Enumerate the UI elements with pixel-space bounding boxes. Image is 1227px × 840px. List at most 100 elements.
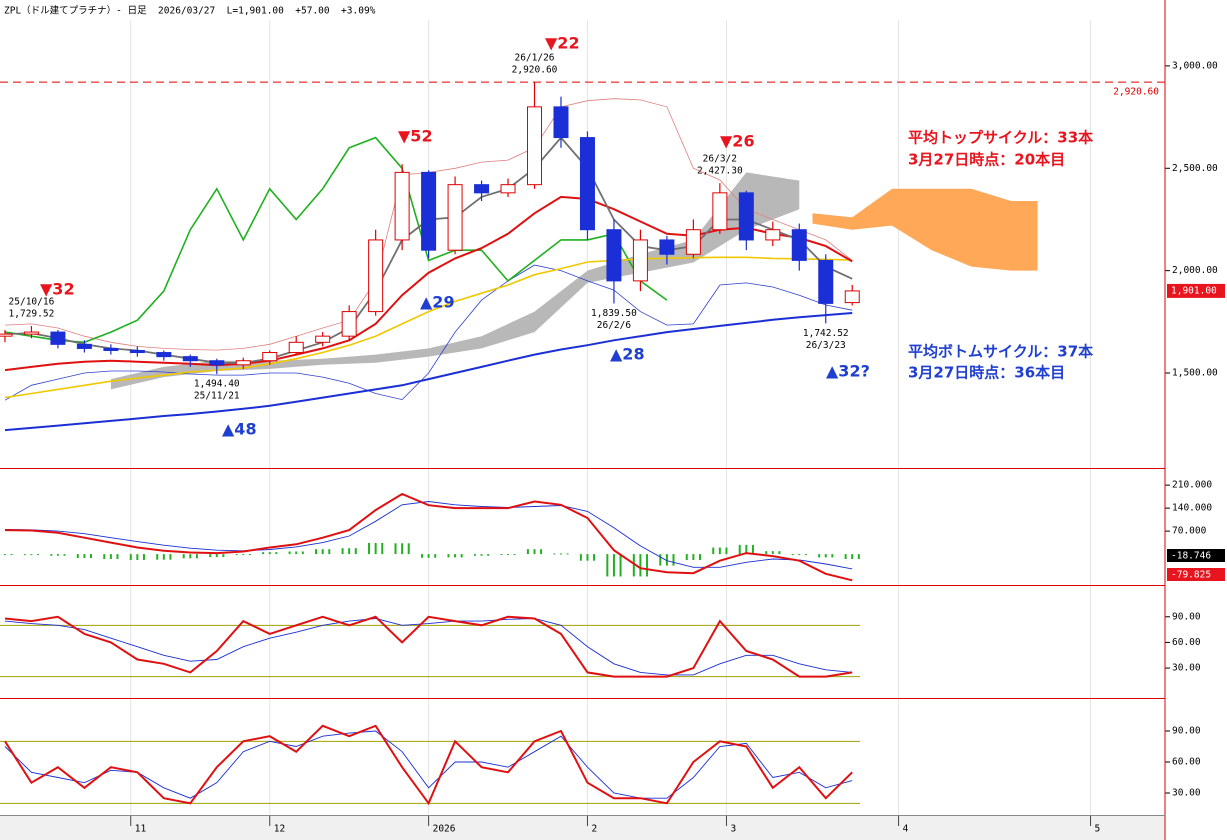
last-price-box — [1167, 283, 1225, 298]
histogram-bar — [851, 554, 854, 560]
histogram-bar — [447, 554, 450, 558]
histogram-bar — [818, 554, 821, 558]
candle-body — [76, 343, 92, 349]
histogram-bar — [89, 554, 92, 559]
value-box-label: -79.825 — [1171, 570, 1211, 581]
annotation-text: 26/2/6 — [597, 320, 632, 331]
cycle-marker: ▼52 — [398, 127, 433, 146]
plot-layer: 2,920.60 — [0, 81, 1165, 806]
x-tick-label: 3 — [730, 824, 736, 835]
histogram-bar — [262, 552, 265, 555]
histogram-bar — [142, 554, 145, 561]
histogram-bar — [513, 554, 516, 556]
x-tick-label: 2026 — [433, 824, 456, 835]
candle-body — [23, 331, 39, 335]
candle-body — [606, 229, 622, 282]
histogram-bar — [328, 549, 331, 555]
histogram-bar — [473, 554, 476, 556]
candle-body — [288, 341, 304, 354]
candle-body — [712, 192, 728, 231]
indicator-line — [4, 730, 853, 799]
reference-label: 2,920.60 — [1113, 87, 1159, 98]
histogram-bar — [156, 554, 159, 560]
annotation-text: 26/3/2 — [703, 154, 737, 165]
candle-body — [0, 333, 13, 337]
candle-body — [579, 137, 595, 231]
histogram-bar — [460, 554, 463, 558]
cycle-marker: ▼26 — [720, 132, 755, 151]
histogram-bar — [559, 553, 562, 555]
histogram-bar — [606, 554, 609, 577]
histogram-bar — [103, 554, 106, 560]
histogram-bar — [182, 554, 185, 559]
histogram-bar — [381, 542, 384, 555]
histogram-bar — [288, 551, 291, 555]
histogram-bar — [593, 554, 596, 561]
histogram-bar — [725, 547, 728, 555]
histogram-bar — [136, 554, 139, 561]
y-tick-label: 70.000 — [1172, 526, 1207, 537]
x-axis-band — [0, 815, 1165, 840]
candle-body — [527, 106, 543, 186]
candle-body — [500, 184, 516, 194]
histogram-bar — [586, 554, 589, 561]
y-tick-label: 60.00 — [1172, 637, 1201, 648]
histogram-bar — [685, 554, 688, 561]
x-tick-label: 12 — [274, 824, 285, 835]
y-tick-label: 30.00 — [1172, 787, 1201, 798]
cycle-marker: ▼22 — [545, 34, 580, 53]
label-layer: ZPL（ドル建てプラチナ）- 日足 2026/03/27 L=1,901.00 … — [4, 5, 1225, 835]
annotation-text: 26/1/26 — [514, 53, 554, 64]
histogram-bar — [857, 554, 860, 560]
histogram-bar — [639, 554, 642, 577]
annotation-text: 1,729.52 — [9, 309, 55, 320]
histogram-bar — [771, 551, 774, 555]
histogram-bar — [665, 554, 668, 566]
candle-body — [368, 239, 384, 313]
histogram-bar — [745, 544, 748, 555]
annotation-text: 26/3/23 — [806, 340, 846, 351]
cycle-marker: ▲28 — [610, 345, 645, 364]
y-tick-label: 210.000 — [1172, 480, 1212, 491]
cycle-marker: ▲32? — [826, 362, 870, 381]
value-box — [1167, 549, 1225, 562]
indicator-line — [4, 618, 853, 676]
histogram-bar — [189, 554, 192, 559]
histogram-bar — [76, 554, 79, 559]
indicator-line — [4, 312, 853, 432]
histogram-bar — [129, 554, 132, 561]
candle-body — [844, 290, 860, 304]
indicator-line — [4, 492, 853, 582]
candle-body — [394, 171, 410, 241]
histogram-bar — [566, 553, 569, 555]
histogram-bar — [374, 542, 377, 555]
histogram-bar — [315, 549, 318, 555]
histogram-bar — [63, 554, 66, 556]
histogram-bar — [401, 543, 404, 555]
indicator-line — [4, 256, 853, 399]
histogram-bar — [109, 554, 112, 560]
histogram-bar — [169, 554, 172, 560]
candle-body — [685, 229, 701, 255]
x-tick-label: 2 — [591, 824, 597, 835]
annotation-text: 25/11/21 — [194, 391, 240, 402]
histogram-bar — [268, 552, 271, 555]
candle-body — [182, 356, 198, 362]
histogram-bar — [798, 554, 801, 556]
candle-body — [262, 352, 278, 362]
cycle-marker: ▲29 — [420, 293, 455, 312]
histogram-bar — [646, 554, 649, 577]
x-tick-label: 4 — [903, 824, 909, 835]
annotation-text: 1,742.52 — [803, 328, 849, 339]
histogram-bar — [37, 554, 40, 556]
cloud — [812, 188, 1038, 271]
indicator-line — [4, 724, 853, 806]
candle-body — [315, 335, 331, 343]
histogram-bar — [718, 547, 721, 555]
histogram-bar — [804, 554, 807, 556]
histogram-bar — [248, 554, 251, 556]
candle-body — [209, 360, 225, 366]
annotation-text: 1,839.50 — [591, 308, 637, 319]
histogram-bar — [500, 554, 503, 556]
